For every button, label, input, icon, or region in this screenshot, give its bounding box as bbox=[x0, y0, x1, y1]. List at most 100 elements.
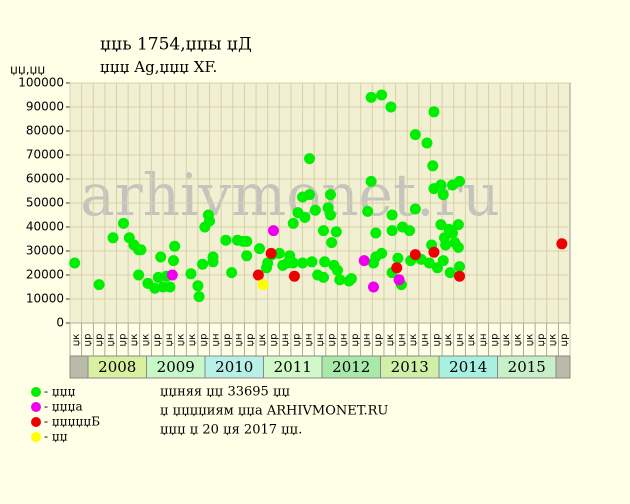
data-point bbox=[304, 189, 316, 201]
data-point bbox=[152, 271, 164, 283]
column-label: џк bbox=[71, 334, 82, 347]
data-point bbox=[367, 281, 379, 293]
column-label: џр bbox=[350, 334, 361, 347]
data-point bbox=[287, 257, 299, 269]
data-point bbox=[166, 269, 178, 281]
column-label: џр bbox=[559, 334, 570, 347]
data-point bbox=[330, 226, 342, 238]
legend-label: - џџџ bbox=[44, 385, 76, 399]
y-tick-label: 60000 bbox=[26, 172, 64, 186]
column-label: џн bbox=[234, 333, 245, 346]
column-label: џк bbox=[501, 334, 512, 347]
year-label: 2011 bbox=[274, 358, 312, 376]
data-point bbox=[376, 247, 388, 259]
column-label: џр bbox=[245, 334, 256, 347]
data-point bbox=[241, 235, 253, 247]
year-label: 2009 bbox=[157, 358, 195, 376]
data-point bbox=[452, 241, 464, 253]
data-point bbox=[556, 238, 568, 250]
data-point bbox=[257, 279, 269, 291]
column-label: џр bbox=[94, 334, 105, 347]
data-point bbox=[167, 255, 179, 267]
y-tick-label: 90000 bbox=[26, 100, 64, 114]
column-label: џн bbox=[210, 333, 221, 346]
data-point bbox=[288, 270, 300, 282]
column-label: џк bbox=[466, 334, 477, 347]
data-point bbox=[220, 234, 232, 246]
data-point bbox=[326, 237, 338, 249]
data-point bbox=[385, 101, 397, 113]
data-point bbox=[331, 264, 343, 276]
data-point bbox=[409, 129, 421, 141]
data-point bbox=[427, 160, 439, 172]
data-point bbox=[317, 271, 329, 283]
column-label: џк bbox=[548, 334, 559, 347]
y-tick-label: 20000 bbox=[26, 268, 64, 282]
data-point bbox=[149, 282, 161, 294]
data-point bbox=[435, 179, 447, 191]
y-tick-label: 40000 bbox=[26, 220, 64, 234]
year-label: 2014 bbox=[449, 358, 487, 376]
column-label: џр bbox=[327, 334, 338, 347]
data-point bbox=[376, 89, 388, 101]
y-tick-label: 30000 bbox=[26, 244, 64, 258]
data-point bbox=[309, 204, 321, 216]
column-label: џк bbox=[187, 334, 198, 347]
data-point bbox=[299, 211, 311, 223]
data-point bbox=[440, 239, 452, 251]
column-label: џк bbox=[257, 334, 268, 347]
column-label: џн bbox=[455, 333, 466, 346]
data-point bbox=[241, 250, 253, 262]
data-point bbox=[391, 262, 403, 274]
data-point bbox=[409, 203, 421, 215]
column-label: џр bbox=[117, 334, 128, 347]
column-label: џн bbox=[396, 333, 407, 346]
column-label: џн bbox=[362, 333, 373, 346]
column-label: џн bbox=[315, 333, 326, 346]
data-point bbox=[423, 257, 435, 269]
data-point bbox=[207, 256, 219, 268]
watermark: arhivmonet.ru bbox=[80, 161, 499, 229]
data-point bbox=[437, 255, 449, 267]
column-label: џн bbox=[420, 333, 431, 346]
data-point bbox=[155, 251, 167, 263]
data-point bbox=[304, 153, 316, 165]
data-point bbox=[254, 243, 266, 255]
data-point bbox=[265, 247, 277, 259]
column-label: џн bbox=[338, 333, 349, 346]
data-point bbox=[428, 106, 440, 118]
column-label: џр bbox=[82, 334, 93, 347]
data-point bbox=[287, 217, 299, 229]
data-point bbox=[297, 257, 309, 269]
data-point bbox=[317, 225, 329, 237]
data-point bbox=[306, 256, 318, 268]
column-label: џк bbox=[513, 334, 524, 347]
column-label: џк bbox=[408, 334, 419, 347]
data-point bbox=[185, 268, 197, 280]
column-label: џр bbox=[431, 334, 442, 347]
data-point bbox=[226, 267, 238, 279]
y-tick-label: 80000 bbox=[26, 124, 64, 138]
year-row-end bbox=[555, 355, 571, 379]
data-point bbox=[133, 269, 145, 281]
data-point bbox=[197, 258, 209, 270]
data-point bbox=[135, 244, 147, 256]
legend-marker bbox=[31, 387, 41, 397]
data-point bbox=[409, 249, 421, 261]
data-point bbox=[358, 255, 370, 267]
year-row-start bbox=[69, 355, 89, 379]
data-point bbox=[454, 261, 466, 273]
note: џџняя џџ 33695 џџ bbox=[160, 385, 290, 400]
data-point bbox=[437, 189, 449, 201]
column-label: џк bbox=[385, 334, 396, 347]
legend-label: - џџџџџБ bbox=[44, 415, 100, 429]
column-label: џр bbox=[152, 334, 163, 347]
data-point bbox=[69, 257, 81, 269]
data-point bbox=[324, 209, 336, 221]
y-tick-label: 100000 bbox=[18, 76, 64, 90]
chart-title: џџь 1754,џџы џД bbox=[100, 35, 252, 55]
data-point bbox=[252, 269, 264, 281]
y-tick-label: 50000 bbox=[26, 196, 64, 210]
column-label: џк bbox=[443, 334, 454, 347]
